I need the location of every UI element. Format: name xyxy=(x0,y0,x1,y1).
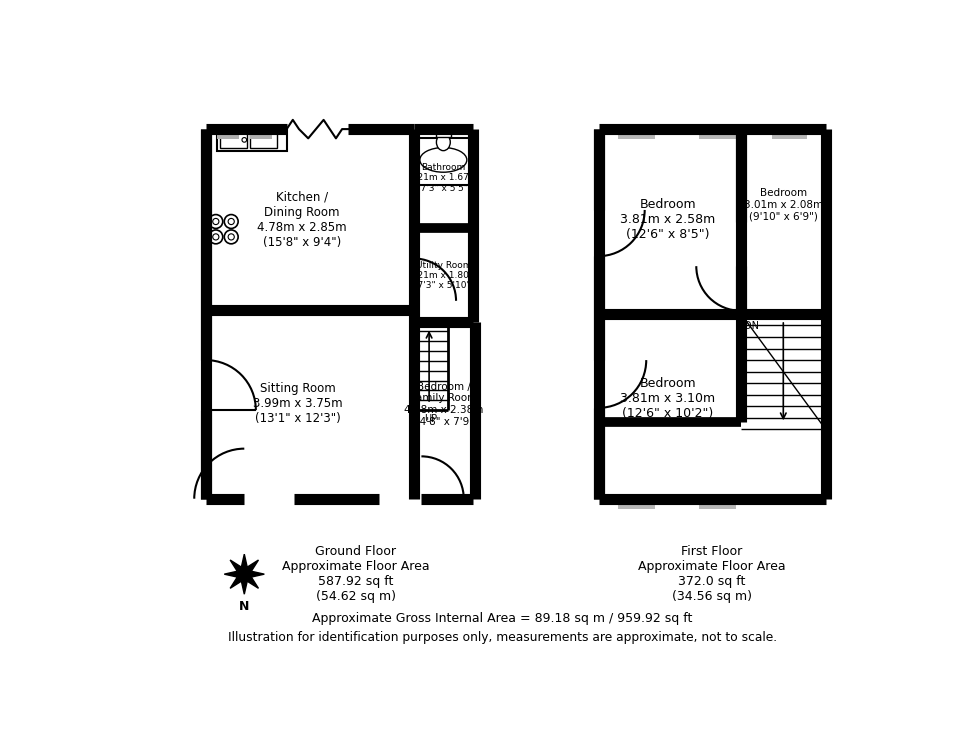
Bar xyxy=(218,129,239,139)
Text: UP: UP xyxy=(424,414,438,424)
Text: Ground Floor
Approximate Floor Area
587.92 sq ft
(54.62 sq m): Ground Floor Approximate Floor Area 587.… xyxy=(282,545,430,603)
Bar xyxy=(416,138,470,184)
Circle shape xyxy=(228,218,234,224)
Text: N: N xyxy=(239,600,250,613)
Bar xyxy=(414,322,449,410)
Circle shape xyxy=(209,230,222,244)
Text: Bedroom /
Family Room
4.48m x 2.38m
(14'8" x 7'9"): Bedroom / Family Room 4.48m x 2.38m (14'… xyxy=(404,381,483,427)
Circle shape xyxy=(209,214,222,229)
Bar xyxy=(597,360,611,408)
Ellipse shape xyxy=(436,134,450,151)
Bar xyxy=(617,499,655,509)
Text: Illustration for identification purposes only, measurements are approximate, not: Illustration for identification purposes… xyxy=(227,630,777,644)
Circle shape xyxy=(224,230,238,244)
Bar xyxy=(220,132,247,147)
Bar xyxy=(741,314,826,430)
Text: Bedroom
3.01m x 2.08m
(9'10" x 6'9"): Bedroom 3.01m x 2.08m (9'10" x 6'9") xyxy=(744,188,823,221)
Bar xyxy=(244,494,294,509)
Text: Sitting Room
3.99m x 3.75m
(13'1" x 12'3"): Sitting Room 3.99m x 3.75m (13'1" x 12'3… xyxy=(254,383,343,426)
Circle shape xyxy=(213,218,219,224)
Circle shape xyxy=(242,137,247,142)
Bar xyxy=(597,210,611,256)
Bar xyxy=(736,221,750,267)
Bar xyxy=(250,132,276,147)
Bar xyxy=(617,129,655,139)
Circle shape xyxy=(213,234,219,240)
Bar xyxy=(772,129,808,139)
Text: Bathroom
2.21m x 1.67m
(7'3" x 5'5"): Bathroom 2.21m x 1.67m (7'3" x 5'5") xyxy=(410,163,478,193)
Text: Kitchen /
Dining Room
4.78m x 2.85m
(15'8" x 9'4"): Kitchen / Dining Room 4.78m x 2.85m (15'… xyxy=(257,191,347,249)
Text: First Floor
Approximate Floor Area
372.0 sq ft
(34.56 sq m): First Floor Approximate Floor Area 372.0… xyxy=(638,545,786,603)
Ellipse shape xyxy=(419,147,466,172)
Bar xyxy=(251,129,272,139)
Polygon shape xyxy=(224,554,265,594)
Text: Bedroom
3.81m x 2.58m
(12'6" x 8'5"): Bedroom 3.81m x 2.58m (12'6" x 8'5") xyxy=(620,199,715,242)
Circle shape xyxy=(224,214,238,229)
Bar xyxy=(699,499,736,509)
Bar xyxy=(699,129,736,139)
Bar xyxy=(409,258,422,300)
Text: Bedroom
3.81m x 3.10m
(12'6" x 10'2"): Bedroom 3.81m x 3.10m (12'6" x 10'2") xyxy=(620,377,715,420)
Bar xyxy=(218,129,287,151)
Circle shape xyxy=(228,234,234,240)
Text: DN: DN xyxy=(744,321,760,331)
Text: Approximate Gross Internal Area = 89.18 sq m / 959.92 sq ft: Approximate Gross Internal Area = 89.18 … xyxy=(312,612,693,624)
Bar xyxy=(379,494,421,509)
Text: Utility Room
2.21m x 1.80m
(7'3" x 5'10"): Utility Room 2.21m x 1.80m (7'3" x 5'10"… xyxy=(410,260,478,291)
Bar xyxy=(436,129,451,137)
Bar xyxy=(204,360,218,410)
